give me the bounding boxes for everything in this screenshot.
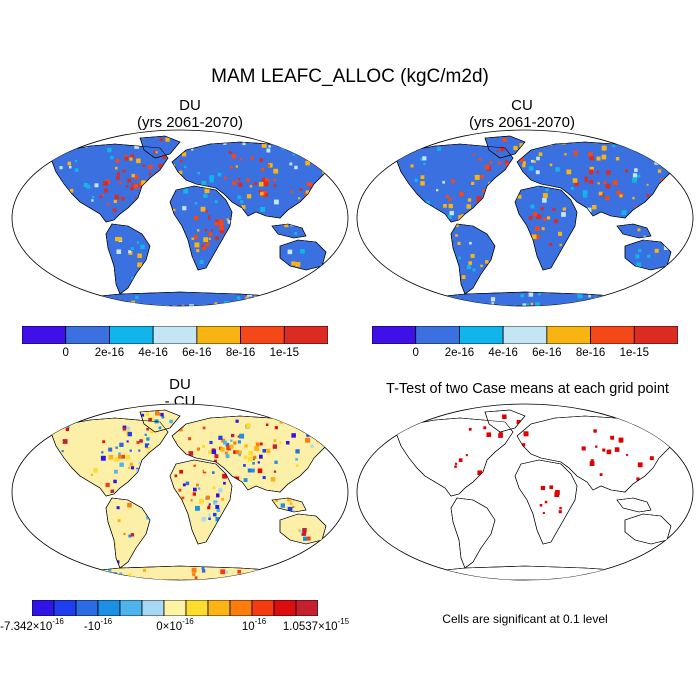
du-map [11,129,349,307]
cu-title-line1: CU [511,97,533,114]
colorbar-swatch-0 [32,600,55,616]
diff-colorbar-label-neg: -10-16 [83,617,113,634]
colorbar-swatch-1 [53,600,77,616]
cu-map [356,129,694,307]
colorbar-swatch-6 [633,326,678,344]
diff-colorbar-label-pos: 10-16 [241,617,267,634]
antarctica-landmass [48,565,311,580]
colorbar-swatch-10 [251,600,275,616]
diff-map [11,403,349,581]
colorbar-swatch-1 [415,326,460,344]
diff-colorbar-label-zero: 0×10-16 [156,617,194,634]
colorbar-swatch-0 [372,326,417,344]
colorbar-swatch-8 [207,600,231,616]
colorbar-tick-label: 4e-16 [488,347,518,359]
cu-colorbar [372,326,678,344]
figure-title: MAM LEAFC_ALLOC (kgC/m2d) [211,66,489,87]
diff-colorbar-label-min: -7.342×10-16 [0,617,64,634]
colorbar-swatch-3 [152,326,198,344]
colorbar-swatch-6 [283,326,328,344]
colorbar-swatch-5 [141,600,165,616]
colorbar-tick-label: 4e-16 [138,347,168,359]
colorbar-swatch-2 [109,326,154,344]
cu-panel-title: CU (yrs 2061-2070) [362,97,682,131]
colorbar-tick-label: 2e-16 [444,347,475,359]
colorbar-tick-label: 8e-16 [575,347,606,359]
colorbar-swatch-3 [502,326,548,344]
cu-title-line2: (yrs 2061-2070) [469,114,575,131]
colorbar-tick-label: 1e-15 [269,347,299,359]
du-panel-title: DU (yrs 2061-2070) [30,97,350,131]
colorbar-swatch-3 [97,600,121,616]
du-title-line2: (yrs 2061-2070) [137,114,243,131]
diff-colorbar [32,600,318,616]
colorbar-tick-label: 6e-16 [182,347,212,359]
colorbar-swatch-7 [185,600,209,616]
du-title-line1: DU [179,97,201,114]
colorbar-swatch-11 [273,600,297,616]
colorbar-swatch-2 [459,326,504,344]
colorbar-tick-label: 8e-16 [225,347,256,359]
diff-colorbar-label-max: 1.0537×10-15 [282,617,350,634]
colorbar-tick-label: 1e-15 [619,347,649,359]
significance-note: Cells are significant at 0.1 level [442,612,608,626]
ttest-map [356,403,694,581]
colorbar-swatch-5 [240,326,285,344]
ttest-panel-title: T-Test of two Case means at each grid po… [386,381,669,397]
colorbar-swatch-5 [590,326,635,344]
colorbar-tick-label: 0 [62,347,69,359]
colorbar-swatch-4 [196,326,241,344]
colorbar-swatch-6 [163,600,187,616]
diff-title-line1: DU [169,376,191,393]
colorbar-swatch-4 [546,326,591,344]
antarctica-landmass [48,291,311,306]
colorbar-tick-label: 6e-16 [532,347,562,359]
du-colorbar [22,326,328,344]
colorbar-tick-label: 2e-16 [94,347,125,359]
colorbar-tick-label: 0 [412,347,419,359]
colorbar-swatch-4 [119,600,143,616]
colorbar-swatch-9 [229,600,253,616]
colorbar-swatch-12 [295,600,318,616]
colorbar-swatch-0 [22,326,67,344]
antarctica-landmass [393,565,656,580]
colorbar-swatch-2 [75,600,99,616]
colorbar-swatch-1 [65,326,110,344]
